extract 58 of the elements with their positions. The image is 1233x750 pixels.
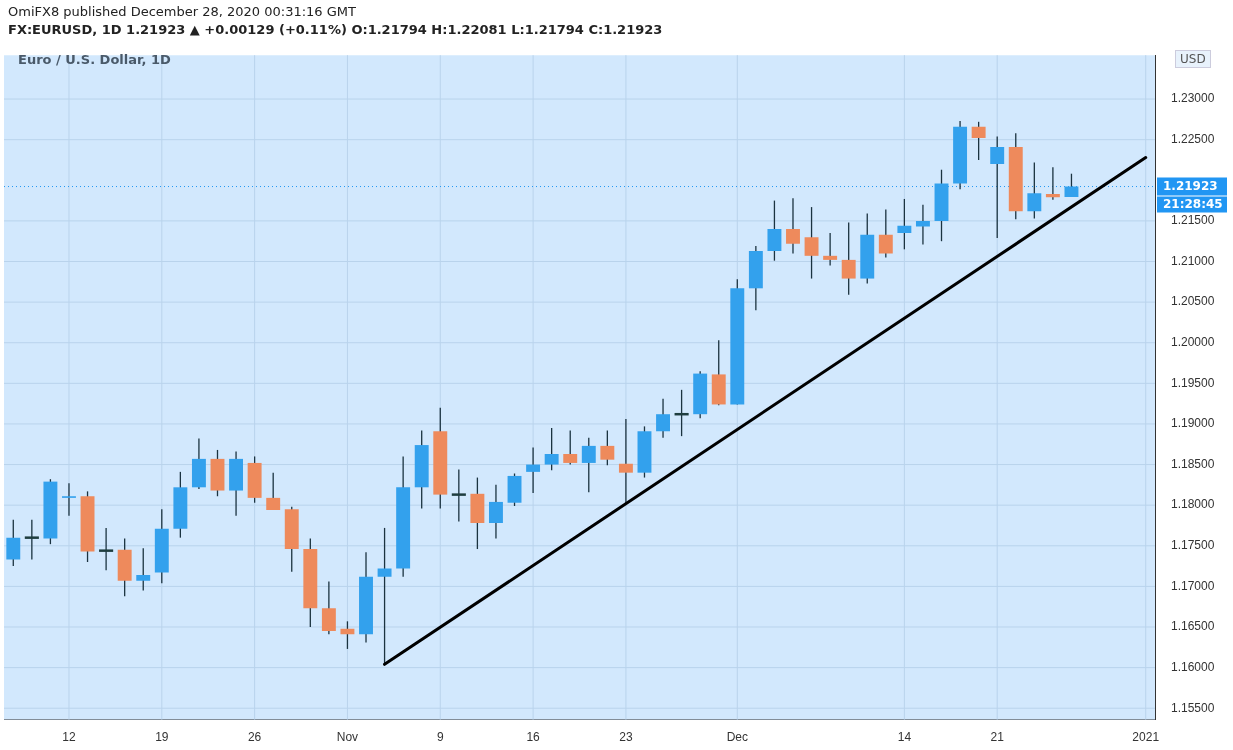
candlestick xyxy=(563,429,578,466)
candlestick xyxy=(618,418,633,505)
y-tick-label: 1.23000 xyxy=(1171,91,1215,106)
y-tick-label: 1.19000 xyxy=(1171,416,1215,431)
y-tick-label: 1.16000 xyxy=(1171,659,1215,674)
candlestick xyxy=(823,232,838,267)
candlestick xyxy=(6,519,21,567)
y-tick-label: 1.20500 xyxy=(1171,294,1215,309)
x-tick-label: 26 xyxy=(247,730,262,745)
y-tick-label: 1.19500 xyxy=(1171,375,1215,390)
y-tick-label: 1.16500 xyxy=(1171,619,1215,634)
x-tick-label: 2021 xyxy=(1132,730,1160,745)
y-tick-label: 1.21500 xyxy=(1171,213,1215,228)
text: OmiFX8 published December 28, 2020 00:31:16 GMT xyxy=(8,4,356,19)
y-tick-label: 1.21000 xyxy=(1171,253,1215,268)
x-tick-label: 12 xyxy=(62,730,76,745)
y-tick-label: 1.20000 xyxy=(1171,335,1215,350)
x-tick-label: Dec xyxy=(726,730,748,745)
y-axis-title: USD xyxy=(1175,50,1211,68)
candlestick xyxy=(767,199,782,262)
ref-line-label: 1.21923 xyxy=(1163,178,1218,193)
candlestick xyxy=(581,437,596,493)
y-tick-label: 1.15500 xyxy=(1171,700,1215,715)
y-tick-label: 1.18000 xyxy=(1171,497,1215,512)
candlestick xyxy=(544,427,559,471)
candlestick xyxy=(1027,161,1042,220)
candlestick xyxy=(786,197,800,255)
candlestick xyxy=(971,121,986,161)
candlestick xyxy=(990,135,1005,239)
chart-title: FX:EURUSD, 1D 1.21923 ▲ +0.00129 (+0.11%) O:1.21794 H:1.22081 L:1.21794 C:1.21923 xyxy=(8,22,663,37)
y-tick-label: 1.22500 xyxy=(1171,131,1215,146)
candlestick xyxy=(62,482,76,517)
x-tick-label: 19 xyxy=(155,730,169,745)
x-tick-label: 16 xyxy=(526,730,541,745)
candlestick xyxy=(1045,166,1060,201)
candlestick xyxy=(526,446,541,494)
x-tick-label: 21 xyxy=(990,730,1005,745)
candlestick xyxy=(321,580,336,635)
candlestick xyxy=(897,198,912,250)
candlestick xyxy=(656,398,670,439)
text: 21:28:45 xyxy=(1163,196,1223,211)
candlestick xyxy=(600,429,615,467)
candlestick xyxy=(377,527,392,666)
x-tick-label: Nov xyxy=(336,730,359,745)
candlestick xyxy=(804,206,819,280)
candlestick xyxy=(136,547,151,592)
y-tick-label: 1.18500 xyxy=(1171,456,1215,471)
annotation: Euro / U.S. Dollar, 1D xyxy=(18,52,171,67)
candlestick xyxy=(915,204,930,246)
y-tick-label: 1.17000 xyxy=(1171,578,1215,593)
candlestick xyxy=(878,208,893,259)
y-tick-label: 1.17500 xyxy=(1171,538,1215,553)
candlestick xyxy=(489,484,503,540)
candlestick xyxy=(841,221,856,296)
x-tick-label: 14 xyxy=(897,730,912,745)
x-tick-label: 9 xyxy=(436,730,444,745)
candlestick xyxy=(266,472,281,511)
x-tick-label: 23 xyxy=(619,730,633,745)
